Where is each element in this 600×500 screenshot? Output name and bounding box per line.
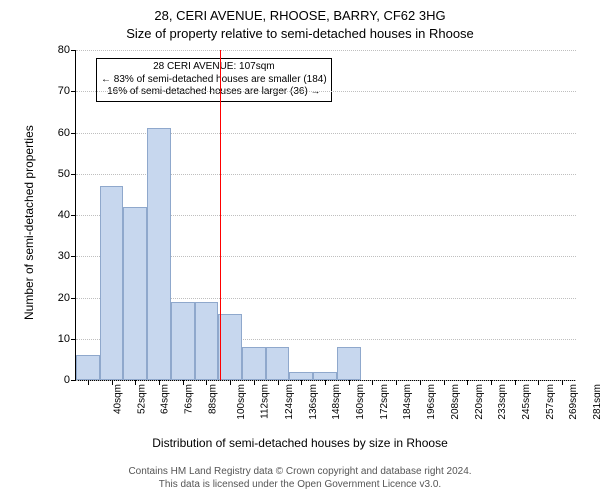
annotation-box: 28 CERI AVENUE: 107sqm ← 83% of semi-det… (96, 58, 332, 102)
x-tick-mark (206, 380, 207, 385)
x-tick-label: 269sqm (569, 384, 580, 420)
plot-area: 28 CERI AVENUE: 107sqm ← 83% of semi-det… (75, 50, 576, 381)
x-tick-label: 52sqm (136, 384, 147, 414)
histogram-bar (242, 347, 266, 380)
x-tick-mark (230, 380, 231, 385)
x-tick-mark (515, 380, 516, 385)
x-tick-label: 64sqm (160, 384, 171, 414)
x-tick-label: 160sqm (355, 384, 366, 420)
histogram-bar (289, 372, 313, 380)
y-tick-label: 50 (58, 168, 70, 180)
x-tick-mark (183, 380, 184, 385)
x-tick-label: 220sqm (474, 384, 485, 420)
x-axis-label: Distribution of semi-detached houses by … (0, 436, 600, 450)
annotation-line: ← 83% of semi-detached houses are smalle… (101, 74, 327, 87)
y-axis-label: Number of semi-detached properties (22, 125, 36, 320)
y-tick-label: 20 (58, 292, 70, 304)
x-tick-mark (254, 380, 255, 385)
x-tick-label: 196sqm (426, 384, 437, 420)
x-tick-mark (88, 380, 89, 385)
y-tick-mark (71, 91, 76, 92)
x-tick-mark (538, 380, 539, 385)
x-tick-label: 233sqm (497, 384, 508, 420)
x-tick-label: 100sqm (237, 384, 248, 420)
gridline (76, 50, 576, 51)
x-tick-label: 245sqm (521, 384, 532, 420)
y-tick-mark (71, 256, 76, 257)
y-tick-label: 10 (58, 333, 70, 345)
histogram-bar (123, 207, 147, 380)
x-tick-label: 208sqm (450, 384, 461, 420)
x-tick-label: 172sqm (379, 384, 390, 420)
x-tick-mark (467, 380, 468, 385)
x-tick-label: 136sqm (308, 384, 319, 420)
x-tick-mark (372, 380, 373, 385)
y-tick-label: 0 (64, 374, 70, 386)
x-tick-mark (112, 380, 113, 385)
chart-container: 28, CERI AVENUE, RHOOSE, BARRY, CF62 3HG… (0, 0, 600, 500)
x-tick-label: 76sqm (184, 384, 195, 414)
chart-title: 28, CERI AVENUE, RHOOSE, BARRY, CF62 3HG (0, 8, 600, 23)
histogram-bar (100, 186, 124, 380)
gridline (76, 91, 576, 92)
x-tick-mark (349, 380, 350, 385)
x-tick-mark (444, 380, 445, 385)
x-tick-label: 148sqm (331, 384, 342, 420)
x-tick-label: 257sqm (545, 384, 556, 420)
chart-subtitle: Size of property relative to semi-detach… (0, 26, 600, 41)
histogram-bar (76, 355, 100, 380)
x-tick-label: 112sqm (259, 384, 270, 419)
reference-line (220, 50, 221, 380)
y-tick-mark (71, 339, 76, 340)
x-tick-mark (301, 380, 302, 385)
y-tick-label: 30 (58, 250, 70, 262)
histogram-bar (195, 302, 219, 380)
gridline (76, 380, 576, 381)
x-tick-mark (562, 380, 563, 385)
annotation-line: 28 CERI AVENUE: 107sqm (101, 61, 327, 74)
x-tick-mark (491, 380, 492, 385)
y-tick-label: 40 (58, 209, 70, 221)
x-tick-mark (278, 380, 279, 385)
histogram-bar (313, 372, 337, 380)
y-tick-mark (71, 215, 76, 216)
histogram-bar (218, 314, 242, 380)
copyright-line: This data is licensed under the Open Gov… (159, 479, 441, 490)
x-tick-mark (135, 380, 136, 385)
histogram-bar (171, 302, 195, 380)
y-tick-label: 80 (58, 44, 70, 56)
x-tick-mark (325, 380, 326, 385)
copyright: Contains HM Land Registry data © Crown c… (0, 465, 600, 491)
histogram-bar (266, 347, 290, 380)
x-tick-label: 88sqm (207, 384, 218, 414)
x-tick-label: 184sqm (403, 384, 414, 420)
y-tick-label: 70 (58, 85, 70, 97)
annotation-line: 16% of semi-detached houses are larger (… (101, 86, 327, 99)
y-tick-mark (71, 50, 76, 51)
y-tick-mark (71, 133, 76, 134)
x-tick-mark (159, 380, 160, 385)
y-tick-label: 60 (58, 127, 70, 139)
x-tick-label: 40sqm (112, 384, 123, 414)
x-tick-mark (420, 380, 421, 385)
y-tick-mark (71, 298, 76, 299)
y-tick-mark (71, 380, 76, 381)
histogram-bar (337, 347, 361, 380)
x-tick-label: 124sqm (284, 384, 295, 420)
histogram-bar (147, 128, 171, 380)
copyright-line: Contains HM Land Registry data © Crown c… (128, 466, 471, 477)
y-tick-mark (71, 174, 76, 175)
x-tick-mark (396, 380, 397, 385)
x-tick-label: 281sqm (592, 384, 600, 420)
